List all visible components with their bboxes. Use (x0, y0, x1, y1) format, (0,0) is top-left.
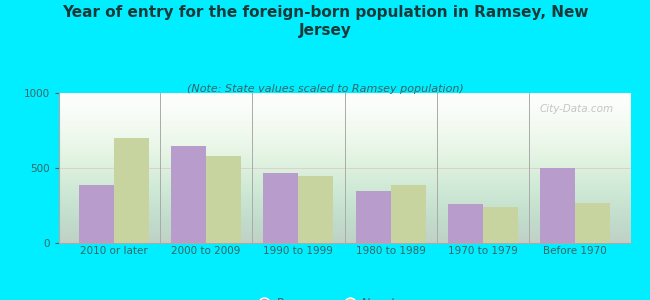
Bar (263, 172, 298, 243)
Bar (483, 207, 518, 243)
Bar (540, 168, 575, 243)
Bar (206, 156, 241, 243)
Bar (356, 190, 391, 243)
Bar (448, 204, 483, 243)
Legend: Ramsey, New Jersey: Ramsey, New Jersey (257, 293, 432, 300)
Bar (171, 146, 206, 243)
Bar (79, 184, 114, 243)
Bar (114, 138, 149, 243)
Bar (298, 176, 333, 243)
Text: City-Data.com: City-Data.com (540, 103, 614, 113)
Text: (Note: State values scaled to Ramsey population): (Note: State values scaled to Ramsey pop… (187, 84, 463, 94)
Bar (575, 202, 610, 243)
Bar (391, 184, 426, 243)
Text: Year of entry for the foreign-born population in Ramsey, New
Jersey: Year of entry for the foreign-born popul… (62, 4, 588, 38)
